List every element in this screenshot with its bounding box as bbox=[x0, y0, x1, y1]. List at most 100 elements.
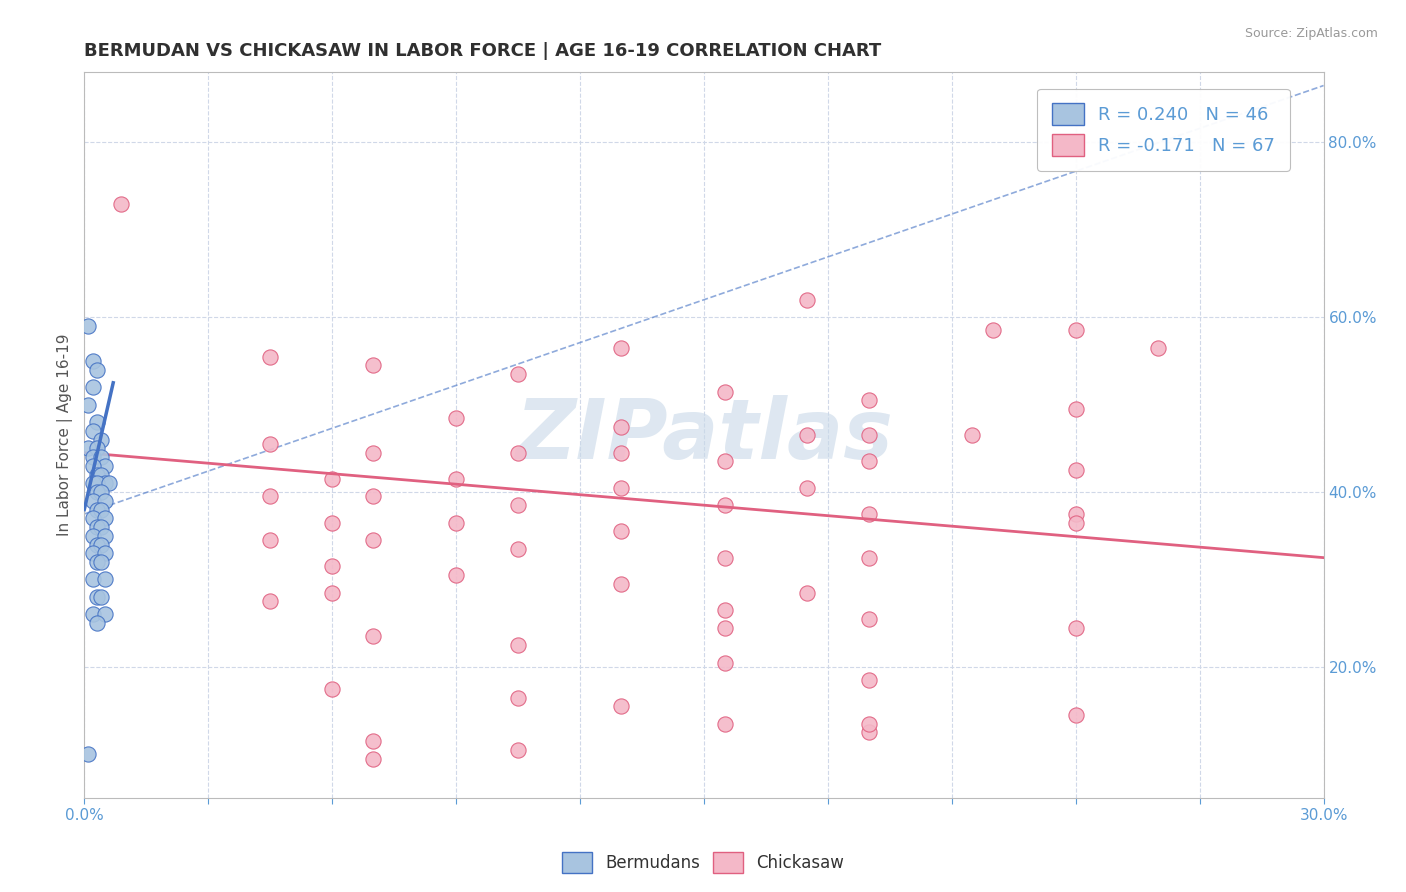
Point bbox=[962, 428, 984, 442]
Point bbox=[259, 350, 281, 364]
Point bbox=[94, 493, 117, 508]
Point bbox=[321, 681, 343, 696]
Point bbox=[86, 502, 108, 516]
Point bbox=[858, 716, 880, 731]
Point bbox=[90, 520, 112, 534]
Point bbox=[86, 467, 108, 482]
Point bbox=[82, 546, 104, 560]
Point bbox=[796, 428, 818, 442]
Legend: Bermudans, Chickasaw: Bermudans, Chickasaw bbox=[555, 846, 851, 880]
Point bbox=[82, 354, 104, 368]
Point bbox=[506, 498, 529, 512]
Point bbox=[363, 734, 385, 748]
Point bbox=[82, 511, 104, 525]
Point bbox=[713, 716, 735, 731]
Point bbox=[82, 450, 104, 464]
Point bbox=[259, 437, 281, 451]
Point bbox=[610, 446, 633, 460]
Point bbox=[444, 568, 467, 582]
Point bbox=[94, 546, 117, 560]
Point bbox=[1064, 507, 1087, 521]
Point bbox=[82, 529, 104, 543]
Point bbox=[82, 573, 104, 587]
Point bbox=[90, 502, 112, 516]
Point bbox=[713, 454, 735, 468]
Point bbox=[363, 446, 385, 460]
Point bbox=[90, 485, 112, 500]
Point bbox=[90, 450, 112, 464]
Point bbox=[90, 433, 112, 447]
Point bbox=[444, 516, 467, 530]
Point bbox=[90, 537, 112, 551]
Text: BERMUDAN VS CHICKASAW IN LABOR FORCE | AGE 16-19 CORRELATION CHART: BERMUDAN VS CHICKASAW IN LABOR FORCE | A… bbox=[84, 42, 882, 60]
Point bbox=[981, 323, 1004, 337]
Point bbox=[858, 725, 880, 739]
Point bbox=[713, 498, 735, 512]
Point bbox=[94, 458, 117, 473]
Point bbox=[86, 415, 108, 429]
Point bbox=[90, 555, 112, 569]
Legend: R = 0.240   N = 46, R = -0.171   N = 67: R = 0.240 N = 46, R = -0.171 N = 67 bbox=[1038, 88, 1289, 170]
Point bbox=[506, 690, 529, 705]
Point bbox=[610, 577, 633, 591]
Point bbox=[1147, 341, 1170, 355]
Point bbox=[1064, 621, 1087, 635]
Point bbox=[796, 481, 818, 495]
Point bbox=[363, 752, 385, 766]
Point bbox=[94, 573, 117, 587]
Text: ZIPatlas: ZIPatlas bbox=[515, 395, 893, 475]
Point bbox=[858, 507, 880, 521]
Point bbox=[444, 410, 467, 425]
Text: Source: ZipAtlas.com: Source: ZipAtlas.com bbox=[1244, 27, 1378, 40]
Point bbox=[1064, 463, 1087, 477]
Point bbox=[1064, 516, 1087, 530]
Point bbox=[77, 318, 100, 333]
Point bbox=[90, 590, 112, 604]
Y-axis label: In Labor Force | Age 16-19: In Labor Force | Age 16-19 bbox=[58, 334, 73, 536]
Point bbox=[858, 550, 880, 565]
Point bbox=[858, 612, 880, 626]
Point bbox=[86, 442, 108, 456]
Point bbox=[82, 476, 104, 491]
Point bbox=[321, 585, 343, 599]
Point bbox=[363, 533, 385, 548]
Point bbox=[363, 490, 385, 504]
Point bbox=[610, 699, 633, 714]
Point bbox=[82, 493, 104, 508]
Point bbox=[506, 743, 529, 757]
Point bbox=[321, 472, 343, 486]
Point bbox=[86, 537, 108, 551]
Point bbox=[86, 485, 108, 500]
Point bbox=[610, 419, 633, 434]
Point bbox=[1064, 323, 1087, 337]
Point bbox=[506, 541, 529, 556]
Point bbox=[713, 384, 735, 399]
Point bbox=[94, 607, 117, 622]
Point bbox=[82, 607, 104, 622]
Point bbox=[444, 472, 467, 486]
Point bbox=[259, 490, 281, 504]
Point bbox=[858, 428, 880, 442]
Point bbox=[82, 424, 104, 438]
Point bbox=[506, 367, 529, 381]
Point bbox=[858, 454, 880, 468]
Point bbox=[86, 590, 108, 604]
Point bbox=[77, 442, 100, 456]
Point bbox=[110, 196, 132, 211]
Point bbox=[506, 638, 529, 652]
Point bbox=[94, 511, 117, 525]
Point bbox=[363, 629, 385, 643]
Point bbox=[713, 656, 735, 670]
Point bbox=[259, 533, 281, 548]
Point bbox=[858, 673, 880, 687]
Point bbox=[259, 594, 281, 608]
Point bbox=[94, 476, 117, 491]
Point bbox=[713, 550, 735, 565]
Point bbox=[77, 747, 100, 762]
Point bbox=[713, 603, 735, 617]
Point bbox=[82, 380, 104, 394]
Point bbox=[86, 362, 108, 376]
Point bbox=[1064, 708, 1087, 723]
Point bbox=[610, 481, 633, 495]
Point bbox=[713, 621, 735, 635]
